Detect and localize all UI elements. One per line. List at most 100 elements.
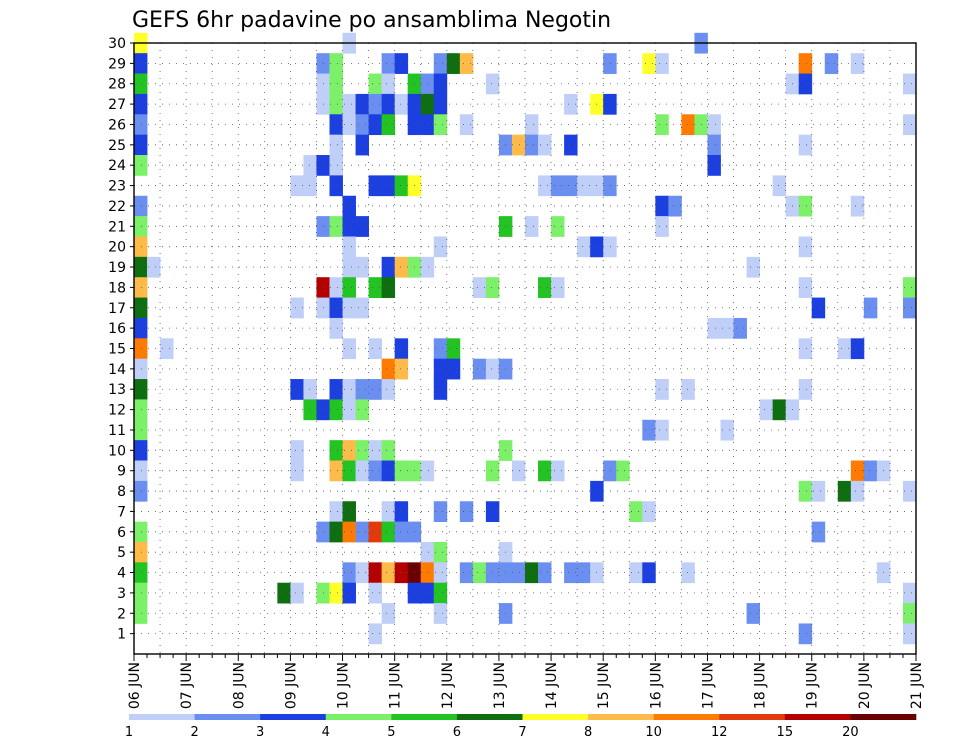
heatmap-cell [655, 53, 669, 74]
heatmap-cell [303, 399, 317, 421]
heatmap-cell [538, 134, 552, 156]
y-tick-label: 7 [117, 504, 126, 520]
heatmap-cell [538, 562, 552, 584]
heatmap-cell [577, 236, 591, 258]
heatmap-cell [342, 236, 356, 258]
heatmap-cell [134, 480, 148, 502]
heatmap-cell [433, 582, 448, 604]
heatmap-cell [329, 53, 343, 74]
y-tick-label: 5 [117, 545, 126, 561]
heatmap-cell [798, 623, 813, 645]
heatmap-cell [446, 338, 461, 360]
heatmap-cell [134, 155, 148, 176]
heatmap-cell [134, 216, 148, 237]
heatmap-cell [433, 73, 448, 95]
heatmap-cell [134, 338, 148, 360]
heatmap-cell [342, 562, 356, 584]
heatmap-cell [707, 317, 721, 339]
colorbar-label: 12 [711, 725, 728, 740]
heatmap-cell [420, 73, 435, 95]
heatmap-cell [355, 379, 369, 400]
y-tick-label: 17 [108, 301, 126, 317]
heatmap-cell [381, 73, 396, 95]
heatmap-cell [303, 155, 317, 176]
heatmap-cell [134, 256, 148, 278]
heatmap-cell [368, 562, 383, 584]
heatmap-cell [134, 53, 148, 74]
heatmap-cell [902, 277, 917, 298]
heatmap-cell [381, 603, 396, 624]
heatmap-cell [381, 256, 396, 278]
heatmap-cell [746, 603, 760, 624]
heatmap-cell [355, 521, 369, 543]
heatmap-cell [355, 114, 369, 136]
heatmap-cell [538, 277, 552, 298]
heatmap-cell [290, 582, 304, 604]
heatmap-cell [329, 582, 343, 604]
x-tick-label: 21 JUN [909, 662, 925, 709]
heatmap-cell [902, 603, 917, 624]
heatmap-cell [642, 501, 656, 523]
colorbar-swatch [456, 714, 523, 720]
x-tick-label: 19 JUN [805, 662, 821, 709]
heatmap-cell [381, 277, 396, 298]
colorbar-label: 7 [518, 725, 526, 740]
heatmap-cell [342, 440, 356, 461]
heatmap-cell [472, 562, 487, 584]
heatmap-cell [433, 236, 448, 258]
heatmap-cell [342, 195, 356, 217]
heatmap-cell [329, 297, 343, 319]
heatmap-cell [420, 582, 435, 604]
heatmap-cell [603, 53, 617, 74]
heatmap-cell [746, 256, 760, 278]
heatmap-cell [446, 358, 461, 380]
colorbar-swatch [129, 714, 195, 720]
heatmap-cell [368, 379, 383, 400]
heatmap-cell [850, 338, 865, 360]
heatmap-cell [420, 460, 435, 482]
y-tick-label: 23 [108, 179, 126, 195]
heatmap-cell [629, 562, 643, 584]
heatmap-cell [134, 440, 148, 461]
heatmap-cell [798, 379, 813, 400]
heatmap-cell [485, 460, 500, 482]
heatmap-cell [603, 460, 617, 482]
heatmap-cell [720, 419, 734, 441]
heatmap-cell [485, 562, 500, 584]
heatmap-cell [707, 155, 721, 176]
y-tick-label: 30 [108, 36, 126, 52]
heatmap-cell [290, 440, 304, 461]
heatmap-cell [433, 114, 448, 136]
heatmap-cell [433, 338, 448, 360]
heatmap-cell [433, 562, 448, 584]
y-tick-label: 10 [108, 443, 126, 459]
heatmap-cell [420, 256, 435, 278]
heatmap-cell [772, 175, 787, 197]
heatmap-cell [134, 399, 148, 421]
heatmap-cell [355, 297, 369, 319]
heatmap-cell [720, 317, 734, 339]
heatmap-cell [655, 195, 669, 217]
heatmap-cell [707, 114, 721, 136]
heatmap-cell [525, 562, 539, 584]
colorbar-label: 4 [322, 725, 330, 740]
heatmap-cell [381, 501, 396, 523]
colorbar-swatch [719, 714, 786, 720]
y-tick-label: 8 [117, 484, 126, 500]
heatmap-cell [368, 440, 383, 461]
heatmap-cell [134, 521, 148, 543]
heatmap-cell [342, 114, 356, 136]
heatmap-cell [342, 521, 356, 543]
heatmap-cell [798, 195, 813, 217]
heatmap-cell [329, 317, 343, 339]
colorbar-legend: 1 2 3 4 5 6 7 8 10 12 15 20 [125, 714, 917, 740]
y-tick-label: 13 [108, 382, 126, 398]
heatmap-cell [134, 73, 148, 95]
heatmap-cell [850, 460, 865, 482]
heatmap-cell [511, 562, 526, 584]
heatmap-cell [433, 358, 448, 380]
x-tick-label: 09 JUN [283, 662, 299, 709]
y-axis: 1234567891011121314151617181920212223242… [108, 36, 134, 643]
colorbar-swatch [850, 714, 917, 720]
